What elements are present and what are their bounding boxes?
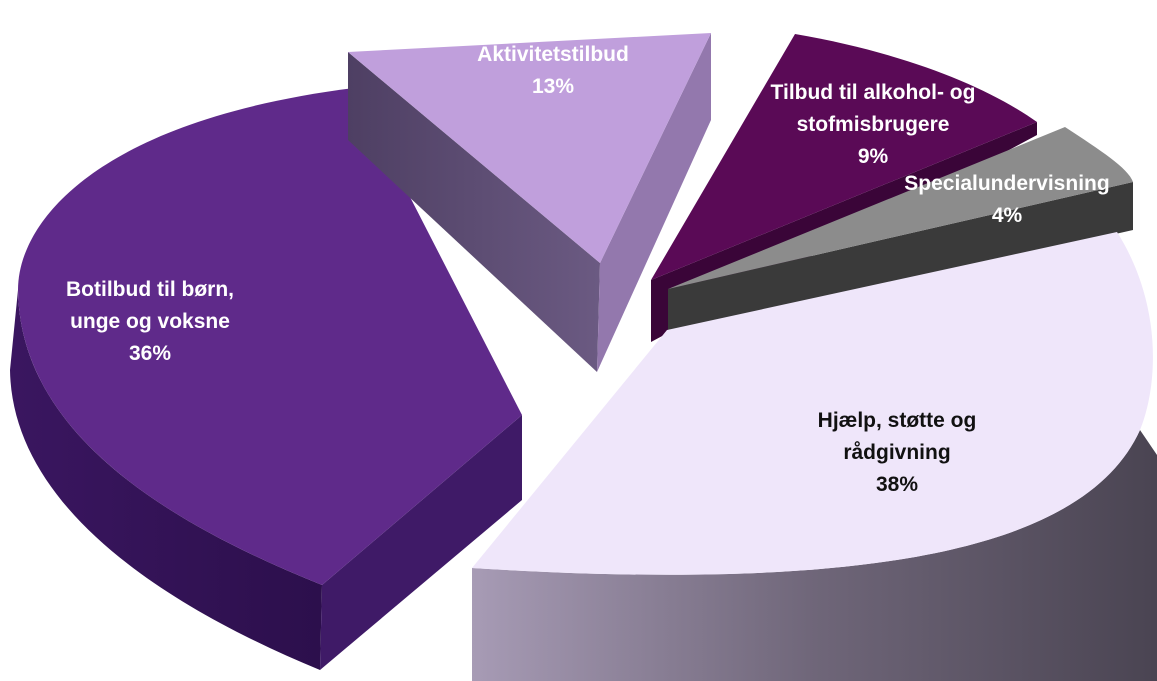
slice-label-line-hjaelp-stoette: Hjælp, støtte og xyxy=(818,409,977,432)
slice-label-line-tilbud-alkohol: stofmisbrugere xyxy=(797,113,950,136)
slice-label-aktivitetstilbud: Aktivitetstilbud 13% xyxy=(477,43,629,98)
slice-value-aktivitetstilbud: 13% xyxy=(532,75,574,98)
slice-value-tilbud-alkohol: 9% xyxy=(858,145,889,168)
slice-botilbud-side-1 xyxy=(320,415,522,670)
slice-aktivitetstilbud-top xyxy=(348,33,711,263)
slice-aktivitetstilbud xyxy=(348,33,711,372)
slice-tilbud-alkohol-top xyxy=(651,34,1037,280)
slice-aktivitetstilbud-side-0 xyxy=(348,52,600,372)
slice-aktivitetstilbud-side-1 xyxy=(597,33,711,372)
slice-specialundervisning xyxy=(668,127,1133,335)
slice-specialundervisning-side-0 xyxy=(668,182,1133,335)
slice-label-botilbud: Botilbud til børn, unge og voksne 36% xyxy=(66,278,234,365)
slice-value-specialundervisning: 4% xyxy=(992,204,1023,227)
slice-label-line-hjaelp-stoette: rådgivning xyxy=(843,441,950,464)
slice-label-hjaelp-stoette: Hjælp, støtte og rådgivning 38% xyxy=(818,409,977,496)
slice-label-line-tilbud-alkohol: Tilbud til alkohol- og xyxy=(771,81,976,104)
slice-value-hjaelp-stoette: 38% xyxy=(876,473,918,496)
slice-label-tilbud-alkohol: Tilbud til alkohol- og stofmisbrugere 9% xyxy=(771,81,976,168)
slice-botilbud-side-0 xyxy=(10,290,322,670)
slice-label-line-aktivitetstilbud: Aktivitetstilbud xyxy=(477,43,629,66)
slice-hjaelp-stoette-top xyxy=(472,232,1153,575)
slice-label-specialundervisning: Specialundervisning 4% xyxy=(904,172,1109,227)
slice-label-line-specialundervisning: Specialundervisning xyxy=(904,172,1109,195)
slice-botilbud xyxy=(10,88,522,670)
slice-hjaelp-stoette-side-0 xyxy=(472,430,1157,681)
slice-botilbud-top xyxy=(18,88,522,585)
slice-value-botilbud: 36% xyxy=(129,342,171,365)
slice-label-line-botilbud: Botilbud til børn, xyxy=(66,278,234,301)
slice-label-line-botilbud: unge og voksne xyxy=(70,310,230,333)
slice-hjaelp-stoette xyxy=(472,232,1157,681)
slice-specialundervisning-top xyxy=(668,127,1133,289)
